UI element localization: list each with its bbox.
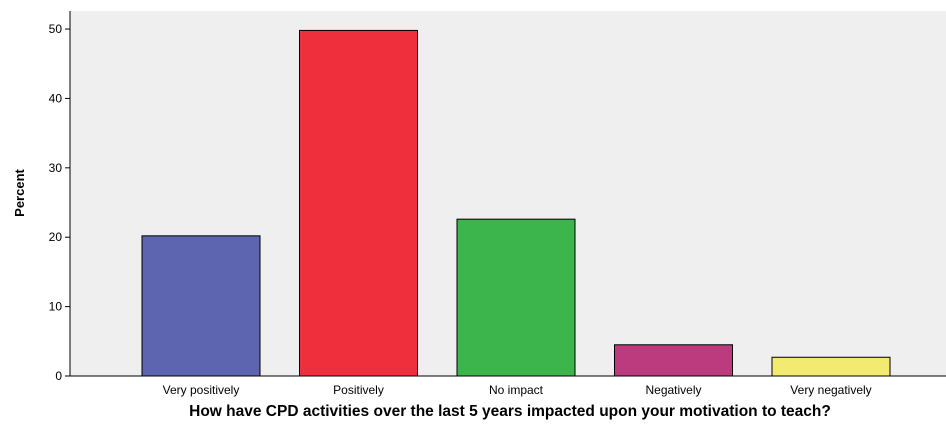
y-tick-label: 40 xyxy=(49,91,63,105)
x-axis-label: How have CPD activities over the last 5 … xyxy=(189,403,831,420)
x-tick-label: Negatively xyxy=(645,383,701,397)
x-tick-label: Very negatively xyxy=(790,383,871,397)
y-tick-label: 10 xyxy=(49,300,63,314)
bars-group xyxy=(141,29,891,377)
bar-very-positively xyxy=(141,235,261,377)
y-tick-label: 0 xyxy=(55,369,62,383)
y-tick-label: 30 xyxy=(49,161,63,175)
x-tick-label: Positively xyxy=(333,383,384,397)
x-tick-labels-group: Very positively Positively No impact Negati… xyxy=(163,383,872,397)
x-tick-label: Very positively xyxy=(163,383,240,397)
bar-negatively xyxy=(614,344,733,377)
y-ticks-group: 0 10 20 30 40 50 xyxy=(49,22,70,383)
x-tick-label: No impact xyxy=(489,383,544,397)
y-tick-label: 20 xyxy=(49,230,63,244)
y-axis-label: Percent xyxy=(12,168,27,216)
bar-very-negatively xyxy=(771,356,891,377)
bar-positively xyxy=(299,29,418,377)
bar-no-impact xyxy=(456,218,576,377)
y-tick-label: 50 xyxy=(49,22,63,36)
